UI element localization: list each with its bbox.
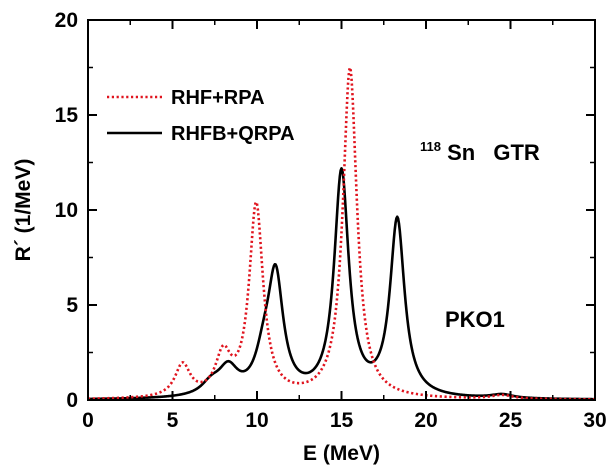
y-tick-label: 10 [55,199,78,222]
y-tick-label: 15 [55,104,79,127]
x-tick-label: 10 [245,409,268,432]
series-line-rhfb-qrpa [87,167,596,401]
model-annotation: PKO1 [445,307,505,332]
x-tick-label: 5 [167,409,179,432]
x-tick-label: 0 [82,409,94,432]
x-axis-title: E (MeV) [303,442,380,465]
series-line-rhf-rpa [87,66,596,401]
y-tick-label: 20 [55,9,78,32]
legend-label-rhf-rpa: RHF+RPA [171,87,265,109]
nucleus-mass-number: 118 [420,139,441,154]
ticks-layer: 0 5 10 15 20 25 30 0 5 10 15 20 [55,9,607,432]
x-tick-label: 25 [499,409,523,432]
legend-label-rhfb-qrpa: RHFB+QRPA [171,123,295,145]
plot-frame [87,19,596,401]
x-tick-label: 20 [414,409,437,432]
y-tick-label: 0 [66,389,78,412]
resonance-label: GTR [493,140,540,165]
nucleus-symbol: Sn [447,140,475,165]
legend: RHF+RPA RHFB+QRPA [107,87,295,145]
nucleus-annotation: 118 Sn GTR [420,131,540,165]
series-layer [87,66,596,401]
x-tick-label: 15 [330,409,354,432]
y-tick-label: 5 [66,294,78,317]
x-tick-label: 30 [583,409,606,432]
y-axis-title: R´ (1/MeV) [12,159,35,262]
